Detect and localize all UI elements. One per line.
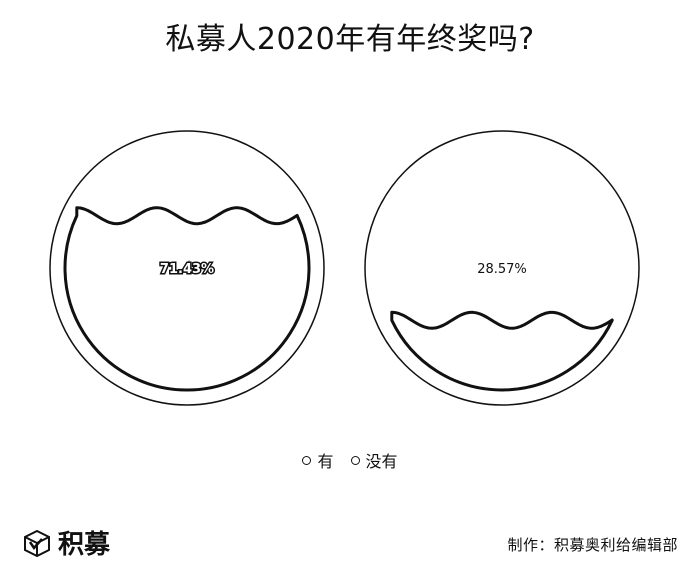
gauge-value-label: 28.57% xyxy=(477,262,527,277)
circle-marker-icon xyxy=(302,455,312,465)
gauge-outer-ring xyxy=(364,130,640,406)
gauge-yes: 71.43% xyxy=(49,130,325,406)
circle-marker-icon xyxy=(350,455,360,465)
legend-item-no[interactable]: 没有 xyxy=(350,448,398,472)
liquid-wave xyxy=(390,310,614,392)
box-logo-icon xyxy=(24,529,50,557)
footer-logo: 积募 xyxy=(22,524,110,561)
legend-item-yes[interactable]: 有 xyxy=(302,448,333,472)
legend-label-no: 没有 xyxy=(365,452,398,471)
logo-text: 积募 xyxy=(58,530,111,560)
liquid-wave xyxy=(63,206,311,392)
credit-text: 制作：积募奥利给编辑部 xyxy=(507,536,678,554)
legend-label-yes: 有 xyxy=(317,452,334,471)
gauge-no: 28.57% xyxy=(364,130,640,406)
chart-title: 私募人2020年有年终奖吗? xyxy=(165,22,535,57)
legend: 有 没有 xyxy=(0,448,700,472)
gauge-outer-ring xyxy=(49,130,325,406)
gauge-value-label: 71.43% xyxy=(160,262,214,277)
